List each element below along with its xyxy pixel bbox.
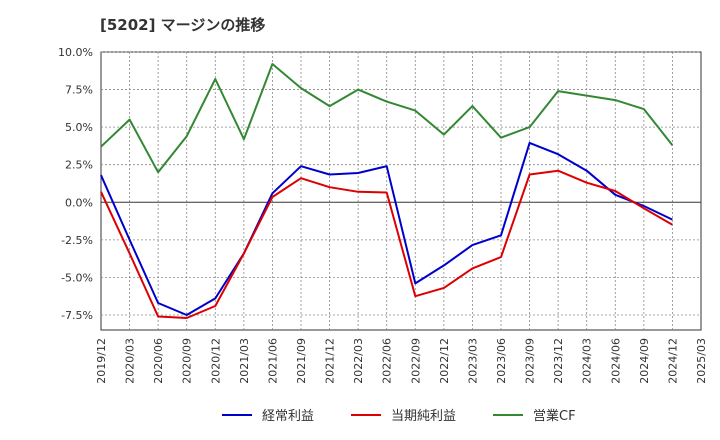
y-tick-label: 2.5% bbox=[65, 159, 93, 172]
x-tick-label: 2024/12 bbox=[666, 338, 679, 384]
y-tick-label: 10.0% bbox=[58, 46, 93, 59]
y-tick-label: 7.5% bbox=[65, 84, 93, 97]
x-tick-label: 2022/06 bbox=[381, 338, 394, 384]
y-tick-label: -5.0% bbox=[61, 271, 93, 284]
x-tick-label: 2021/03 bbox=[238, 338, 251, 384]
y-tick-label: 0.0% bbox=[65, 196, 93, 209]
x-tick-label: 2022/09 bbox=[409, 338, 422, 384]
x-tick-label: 2024/03 bbox=[581, 338, 594, 384]
x-tick-label: 2022/12 bbox=[438, 338, 451, 384]
x-tick-label: 2023/06 bbox=[495, 338, 508, 384]
x-tick-label: 2023/09 bbox=[524, 338, 537, 384]
legend-label: 当期純利益 bbox=[391, 409, 456, 424]
series-layer bbox=[100, 63, 674, 319]
series-line-1 bbox=[100, 141, 673, 316]
chart-title: [5202] マージンの推移 bbox=[100, 16, 266, 34]
x-tick-label: 2020/03 bbox=[124, 338, 137, 384]
y-tick-label: 5.0% bbox=[65, 121, 93, 134]
x-tick-label: 2021/09 bbox=[295, 338, 308, 384]
x-tick-label: 2021/06 bbox=[266, 338, 279, 384]
series-line-3 bbox=[100, 63, 674, 174]
legend-label: 営業CF bbox=[533, 408, 576, 424]
x-tick-label: 2024/06 bbox=[609, 338, 622, 384]
x-tick-label: 2020/09 bbox=[181, 338, 194, 384]
legend: 経常利益 当期純利益 営業CF bbox=[222, 408, 576, 424]
legend-label: 経常利益 bbox=[262, 409, 314, 424]
y-tick-label: -2.5% bbox=[61, 234, 93, 247]
x-tick-label: 2022/03 bbox=[352, 338, 365, 384]
x-tick-label: 2023/12 bbox=[552, 338, 565, 384]
y-tick-label: -7.5% bbox=[61, 309, 93, 322]
x-tick-label: 2020/12 bbox=[209, 338, 222, 384]
x-tick-label: 2021/12 bbox=[324, 338, 337, 384]
x-tick-label: 2024/09 bbox=[638, 338, 651, 384]
x-tick-label: 2020/06 bbox=[152, 338, 165, 384]
x-tick-label: 2019/12 bbox=[95, 338, 108, 384]
series-line-2 bbox=[100, 169, 673, 319]
x-tick-label: 2023/03 bbox=[466, 338, 479, 384]
grid-layer bbox=[101, 51, 701, 330]
x-tick-label: 2025/03 bbox=[695, 338, 708, 384]
axis-layer: 10.0% 7.5% 5.0% 2.5% 0.0% -2.5% -5.0% -7.5% 2019… bbox=[58, 46, 708, 384]
